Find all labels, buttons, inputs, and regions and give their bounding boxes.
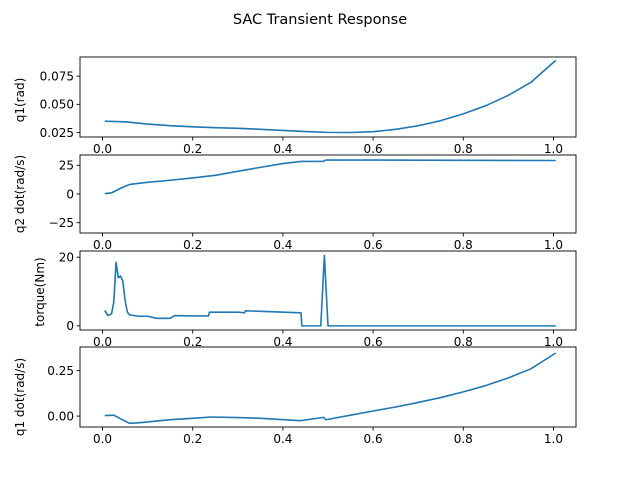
xtick-label-q2-dot: 0.6 [364, 238, 383, 252]
ytick-label-torque: 0 [66, 319, 74, 333]
series-line-q1-dot [104, 352, 557, 425]
subplot-torque: torque(Nm) 0.0 0.2 0.4 0.6 0.8 1.0 0 20 [33, 250, 577, 349]
xtick-label-q1-dot: 0.6 [364, 432, 383, 446]
xtick-label-torque: 1.0 [544, 335, 563, 349]
subplot-q1: q1(rad) 0.0 0.2 0.4 0.6 0.8 1.0 0.025 0.050 0.07… [13, 56, 577, 156]
ylabel-torque: torque(Nm) [33, 257, 47, 326]
subplot-q2-dot: q2 dot(rad/s) 0.0 0.2 0.4 0.6 0.8 1.0 −25 0 25 [13, 154, 577, 252]
xtick-label-q2-dot: 1.0 [544, 238, 563, 252]
ytick-label-torque: 20 [59, 250, 74, 264]
xtick-label-q2-dot: 0.2 [183, 238, 202, 252]
series-line-q1 [104, 59, 557, 134]
ytick-label-q1: 0.075 [40, 69, 74, 83]
series-line-torque [104, 254, 556, 327]
ylabel-q1-dot: q1 dot(rad/s) [13, 358, 27, 436]
xtick-label-q1: 0.0 [93, 142, 112, 156]
ytick-label-q2-dot: 25 [59, 159, 74, 173]
xtick-label-q2-dot: 0.4 [273, 238, 292, 252]
xtick-label-torque: 0.4 [273, 335, 292, 349]
axes-frame-torque [79, 250, 577, 331]
xtick-label-q1-dot: 0.2 [183, 432, 202, 446]
axes-frame-q1-dot [79, 346, 577, 428]
xtick-label-torque: 0.0 [93, 335, 112, 349]
xtick-label-q2-dot: 0.0 [93, 238, 112, 252]
figure-title: SAC Transient Response [233, 12, 407, 28]
ytick-label-q1: 0.025 [40, 126, 74, 140]
ylabel-q2-dot: q2 dot(rad/s) [13, 155, 27, 233]
xtick-label-q2-dot: 0.8 [454, 238, 473, 252]
xtick-label-torque: 0.2 [183, 335, 202, 349]
axes-frame-q1 [79, 56, 577, 138]
xtick-label-q1: 0.2 [183, 142, 202, 156]
ytick-label-q2-dot: 0 [66, 187, 74, 201]
xtick-label-torque: 0.8 [454, 335, 473, 349]
xtick-label-q1-dot: 0.8 [454, 432, 473, 446]
ytick-label-q1-dot: 0.00 [47, 409, 74, 423]
xtick-label-q1-dot: 1.0 [544, 432, 563, 446]
ytick-label-q1-dot: 0.25 [47, 364, 74, 378]
xtick-label-q1: 0.4 [273, 142, 292, 156]
ytick-label-q1: 0.050 [40, 98, 74, 112]
series-line-q2-dot [104, 159, 556, 195]
ylabel-q1: q1(rad) [13, 78, 27, 123]
ytick-label-q2-dot: −25 [49, 216, 74, 230]
xtick-label-q1-dot: 0.4 [273, 432, 292, 446]
xtick-label-q1: 0.6 [364, 142, 383, 156]
subplot-q1-dot: q1 dot(rad/s) 0.0 0.2 0.4 0.6 0.8 1.0 0.00 0.25 [13, 346, 577, 446]
xtick-label-torque: 0.6 [364, 335, 383, 349]
xtick-label-q1-dot: 0.0 [93, 432, 112, 446]
xtick-label-q1: 0.8 [454, 142, 473, 156]
xtick-label-q1: 1.0 [544, 142, 563, 156]
